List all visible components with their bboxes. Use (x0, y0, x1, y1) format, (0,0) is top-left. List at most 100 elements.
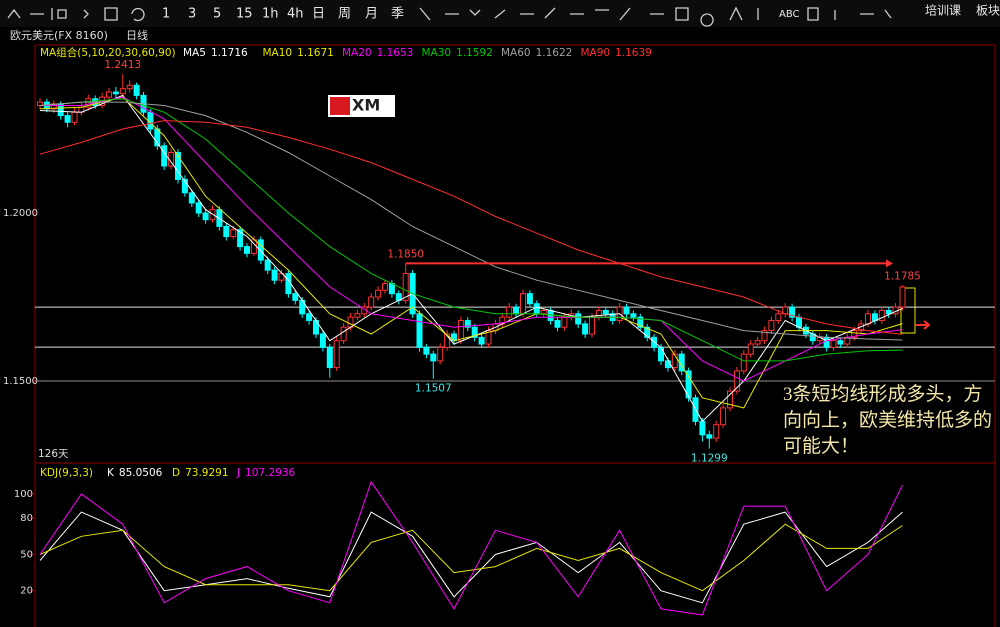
candle-body (789, 306, 796, 318)
candle-body (368, 296, 375, 308)
candle-body (589, 316, 595, 335)
period-button[interactable]: 3 (188, 7, 196, 22)
candle-body (64, 115, 71, 123)
candle-body (119, 88, 126, 95)
candle-body (230, 229, 237, 238)
analysis-note: 3条短均线形成多头，方向向上，欧美维持低多的可能大！ (783, 384, 993, 457)
candle-body (706, 434, 713, 439)
candle-body (237, 229, 244, 248)
period-button[interactable]: 周 (338, 7, 351, 22)
candle-body (768, 320, 775, 332)
legend-value: 85.0506 (119, 467, 163, 479)
candle-body (188, 192, 195, 204)
period-button[interactable]: 1h (262, 7, 279, 22)
text-tool[interactable]: ABC (779, 9, 800, 20)
legend-name: MA30 (422, 47, 452, 59)
candle-body (202, 212, 209, 221)
logo: XM (352, 96, 380, 115)
legend-name: MA10 (263, 47, 293, 59)
candle-body (885, 309, 892, 315)
candle-body (195, 202, 202, 214)
legend-name: MA5 (183, 47, 206, 59)
candle-body (747, 343, 754, 355)
legend-title: MA组合(5,10,20,30,60,90) (40, 46, 176, 59)
candle-body (133, 84, 140, 96)
extreme-label: 1.2413 (104, 59, 141, 71)
legend-value: 1.1671 (297, 47, 334, 59)
candle-body (444, 333, 451, 348)
candle-body (354, 313, 361, 318)
period-button[interactable]: 15 (236, 7, 253, 22)
candle-body (223, 225, 230, 238)
candle-body (478, 336, 485, 345)
candle-body (340, 326, 347, 342)
y-tick-label: 20 (20, 586, 33, 597)
candle-body (582, 323, 589, 335)
candle-body (775, 313, 782, 322)
candle-body (126, 84, 133, 90)
candle-body (319, 333, 326, 348)
candle-body (306, 313, 313, 322)
legend-name: MA90 (581, 47, 611, 59)
legend-value: 1.1622 (536, 47, 573, 59)
candle-body (602, 309, 609, 315)
highlight-box (900, 287, 916, 334)
candle-body (899, 286, 906, 308)
direction-arrow (916, 320, 931, 330)
candle-body (388, 283, 395, 295)
toolbar-icons (7, 6, 892, 27)
indicator-line (39, 120, 903, 335)
candle-body (823, 336, 830, 348)
candle-body (430, 353, 437, 362)
candle-body (257, 239, 264, 261)
period-button[interactable]: 4h (287, 7, 304, 22)
indicator-line (39, 98, 903, 362)
legend-value: 1.1592 (456, 47, 493, 59)
candle-body (520, 293, 526, 315)
symbol[interactable]: 欧元美元(FX 8160) (10, 29, 108, 42)
indicator-line (39, 101, 903, 341)
candle-body (699, 420, 706, 436)
legend-title: KDJ(9,3,3) (40, 467, 93, 479)
period-button[interactable]: 季 (391, 7, 404, 22)
period-button[interactable]: 5 (213, 7, 221, 22)
y-tick-label: 100 (14, 489, 33, 500)
candle-body (292, 293, 299, 301)
indicator-line (39, 96, 903, 409)
candle-body (333, 340, 340, 369)
candle-body (264, 259, 271, 271)
candle-body (175, 152, 181, 180)
candle-body (112, 91, 119, 95)
indicator-line (39, 480, 903, 616)
candle-body (471, 326, 478, 338)
period-button[interactable]: 1 (162, 7, 170, 22)
arrow-head (886, 259, 893, 268)
candle-body (244, 246, 250, 254)
candle-body (326, 346, 333, 369)
candle-body (181, 178, 188, 194)
training-button[interactable]: 培训课 (925, 3, 961, 18)
extreme-label: 1.1785 (884, 270, 921, 282)
candle-body (71, 111, 78, 123)
candle-body (106, 91, 112, 98)
candle-body (423, 346, 430, 355)
candle-body (630, 313, 637, 318)
candle-body (457, 320, 464, 342)
y-tick-label: 1.2000 (3, 208, 38, 219)
candle-body (671, 353, 678, 369)
candle-body (740, 353, 747, 372)
candle-body (865, 313, 871, 325)
candle-body (761, 330, 768, 342)
period-button[interactable]: 日 (312, 7, 325, 22)
sector-button[interactable]: 板块 (976, 4, 1000, 18)
period[interactable]: 日线 (126, 28, 148, 42)
legend-value: 107.2936 (245, 467, 295, 479)
candle-body (658, 346, 664, 362)
logo-mark (330, 97, 350, 115)
candle-body (526, 293, 533, 305)
period-button[interactable]: 月 (365, 7, 378, 22)
candle-body (161, 145, 168, 167)
candle-body (561, 316, 568, 328)
